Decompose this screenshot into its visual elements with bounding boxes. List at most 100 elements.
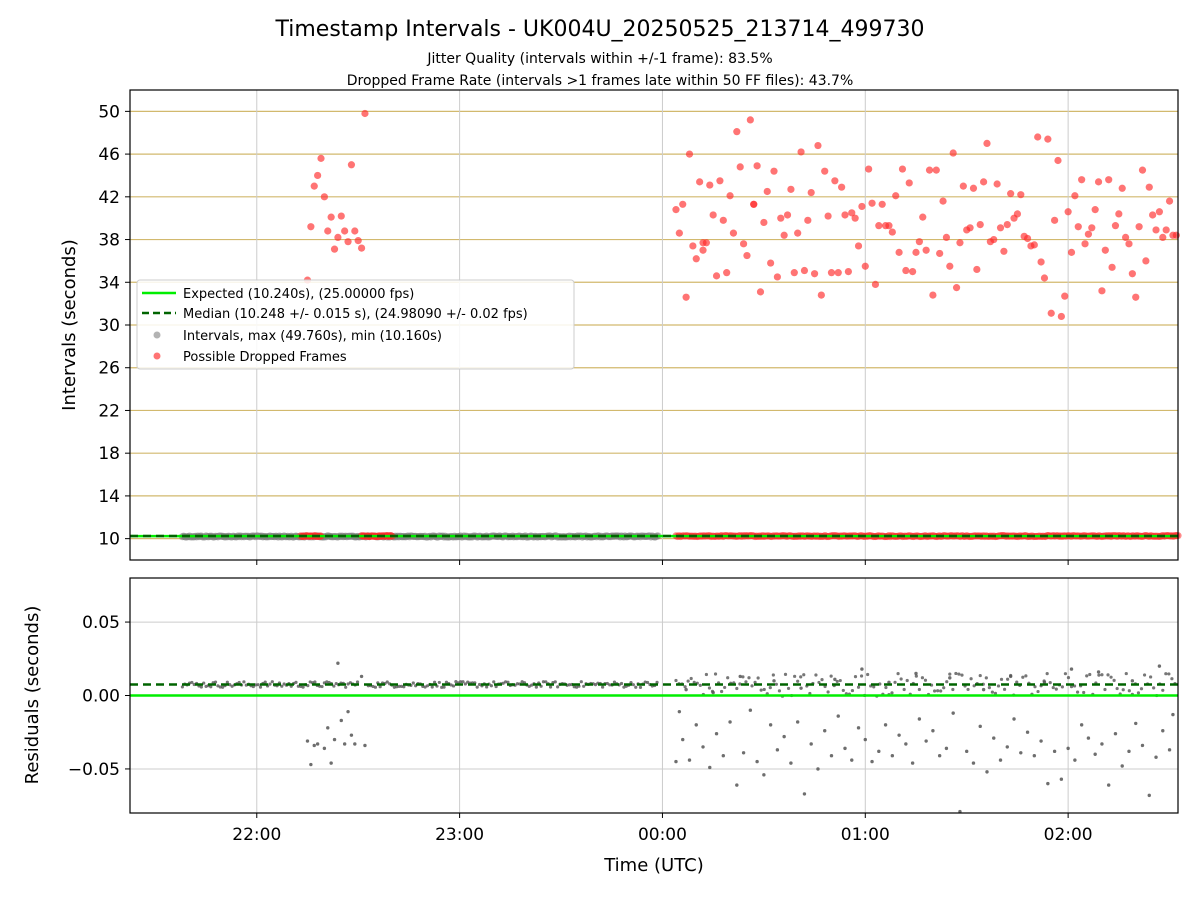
residuals-y-tick-label: 0.05 [82, 613, 120, 633]
dropped-frame-point [777, 214, 785, 222]
residual-dense-point [1124, 671, 1128, 676]
dropped-frame-point [310, 182, 318, 190]
residual-point [948, 676, 952, 680]
dropped-frame-point [679, 200, 687, 208]
residual-dense-point [920, 676, 925, 680]
residual-point [799, 686, 803, 690]
residual-point [992, 736, 996, 740]
residual-dense-point [612, 680, 617, 684]
residual-dense-point [213, 680, 218, 684]
residual-dense-point [541, 680, 546, 684]
x-tick-label: 22:00 [232, 825, 281, 845]
residual-dense-point [774, 682, 778, 686]
dropped-frame-point [1165, 197, 1174, 205]
residual-point [1096, 670, 1101, 674]
residual-point [708, 765, 712, 770]
dropped-frame-point [1000, 247, 1008, 255]
residuals-series [130, 661, 1178, 814]
residual-dense-point [683, 685, 687, 689]
dropped-frame-point [729, 229, 738, 237]
dropped-frame-point [1135, 223, 1143, 231]
dropped-frame-point [334, 233, 342, 242]
residual-dense-point [477, 682, 482, 687]
residual-dense-point [548, 685, 553, 689]
dropped-frame-point [327, 213, 335, 221]
dropped-frame-point [750, 200, 758, 208]
residual-point [336, 661, 340, 665]
residual-dense-point [945, 680, 949, 684]
residual-dense-point [461, 680, 465, 684]
residual-dense-point [999, 677, 1004, 681]
intervals-y-tick-label: 34 [98, 273, 120, 293]
residual-dense-point [814, 673, 818, 677]
residual-point [782, 734, 786, 739]
residual-dense-point [242, 680, 246, 684]
residual-dense-point [853, 675, 858, 679]
dropped-frame-point [807, 188, 815, 197]
residual-dense-point [485, 685, 489, 689]
residual-point [687, 758, 692, 762]
residual-dense-point [306, 684, 310, 688]
residual-dense-point [534, 685, 538, 689]
x-tick-label: 02:00 [1044, 825, 1093, 845]
residual-point [1059, 777, 1064, 781]
dropped-frame-point [871, 280, 880, 289]
residual-point [346, 709, 350, 714]
residual-dense-point [1048, 681, 1052, 685]
dropped-frame-point [736, 163, 744, 171]
residual-point [883, 723, 888, 727]
residual-dense-point [425, 684, 430, 688]
residual-point [1171, 712, 1175, 717]
residual-dense-point [221, 685, 225, 689]
dropped-frame-point [892, 192, 900, 200]
dropped-frame-point [1054, 156, 1062, 165]
residual-point [309, 762, 313, 767]
residual-dense-point [501, 681, 505, 685]
residual-dense-point [1103, 687, 1107, 692]
residual-dense-point [430, 685, 434, 689]
dropped-frame-point [922, 246, 930, 254]
residual-point [684, 687, 688, 692]
x-tick-label: 00:00 [638, 825, 687, 845]
residual-dense-point [796, 679, 800, 683]
dropped-frame-point [800, 266, 809, 275]
legend-median-label: Median (10.248 +/- 0.015 s), (24.98090 +… [183, 307, 528, 322]
dropped-frame-point [733, 128, 741, 136]
residual-point [1093, 752, 1097, 756]
residual-point [674, 759, 678, 764]
residual-dense-point [270, 680, 274, 684]
dropped-frame-point [983, 139, 991, 148]
dropped-frame-point [851, 214, 859, 222]
residual-point [315, 742, 320, 746]
residual-point [1086, 736, 1091, 740]
residual-dense-point [463, 682, 467, 686]
dropped-frame-point [341, 227, 349, 235]
dropped-frame-point [1108, 263, 1116, 271]
residual-dense-point [582, 684, 586, 688]
residual-dense-point [923, 678, 928, 682]
dropped-frame-point [817, 291, 825, 299]
dropped-frame-point [794, 229, 802, 237]
dropped-frame-point [1091, 206, 1099, 214]
residual-dense-point [489, 684, 493, 688]
residual-dense-point [674, 678, 678, 683]
residual-dense-point [344, 685, 348, 689]
dropped-frame-point [1115, 210, 1123, 218]
residual-dense-point [432, 680, 437, 684]
dropped-frame-point [1023, 234, 1032, 243]
dropped-frame-point [696, 178, 704, 186]
dropped-frame-point [909, 267, 917, 276]
dropped-frame-point [1007, 190, 1015, 198]
intervals-y-tick-label: 22 [98, 401, 120, 421]
residual-point [937, 754, 942, 758]
dropped-frame-point [780, 231, 788, 239]
residual-dense-point [704, 672, 709, 677]
residual-point [1025, 730, 1030, 734]
residual-point [363, 743, 367, 748]
residual-dense-point [759, 688, 763, 692]
residual-dense-point [579, 680, 583, 684]
residual-dense-point [1075, 690, 1080, 694]
residual-dense-point [459, 680, 463, 684]
residual-point [890, 754, 895, 758]
residual-dense-point [1015, 680, 1019, 684]
